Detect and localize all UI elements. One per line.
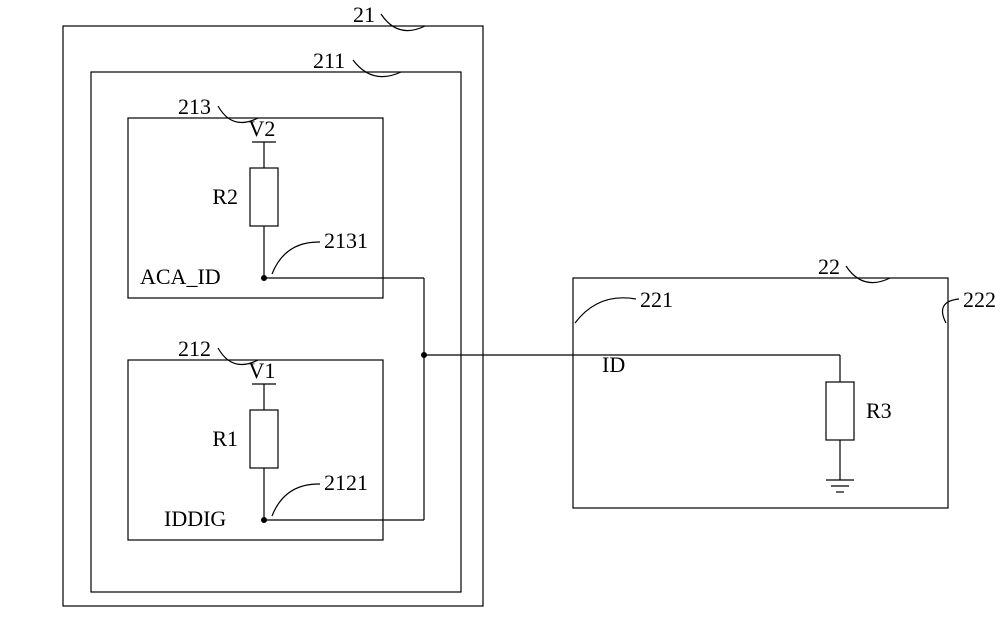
label-R1: R1 (212, 426, 238, 451)
leader-2121 (272, 484, 320, 516)
leader-211 (353, 60, 401, 77)
resistor-R1 (250, 410, 278, 468)
label-213: 213 (178, 94, 211, 119)
label-222: 222 (963, 287, 996, 312)
label-221: 221 (640, 287, 673, 312)
leader-22 (846, 266, 890, 283)
resistor-R3 (826, 382, 854, 440)
label-IDDIG: IDDIG (164, 506, 226, 531)
label-22: 22 (818, 254, 840, 279)
box-21 (63, 26, 483, 606)
box-22 (573, 278, 948, 508)
label-V1: V1 (249, 358, 276, 383)
label-2131: 2131 (324, 228, 368, 253)
label-R2: R2 (212, 184, 238, 209)
leader-21 (381, 14, 425, 31)
label-R3: R3 (866, 398, 892, 423)
label-21: 21 (353, 2, 375, 27)
label-212: 212 (178, 336, 211, 361)
label-ACA_ID: ACA_ID (140, 264, 221, 289)
label-2121: 2121 (324, 470, 368, 495)
leader-222 (943, 299, 959, 323)
label-V2: V2 (249, 116, 276, 141)
label-ID: ID (602, 352, 625, 377)
box-211 (91, 72, 461, 592)
leader-221 (575, 298, 636, 323)
label-211: 211 (313, 48, 345, 73)
leader-2131 (272, 242, 320, 274)
resistor-R2 (250, 168, 278, 226)
